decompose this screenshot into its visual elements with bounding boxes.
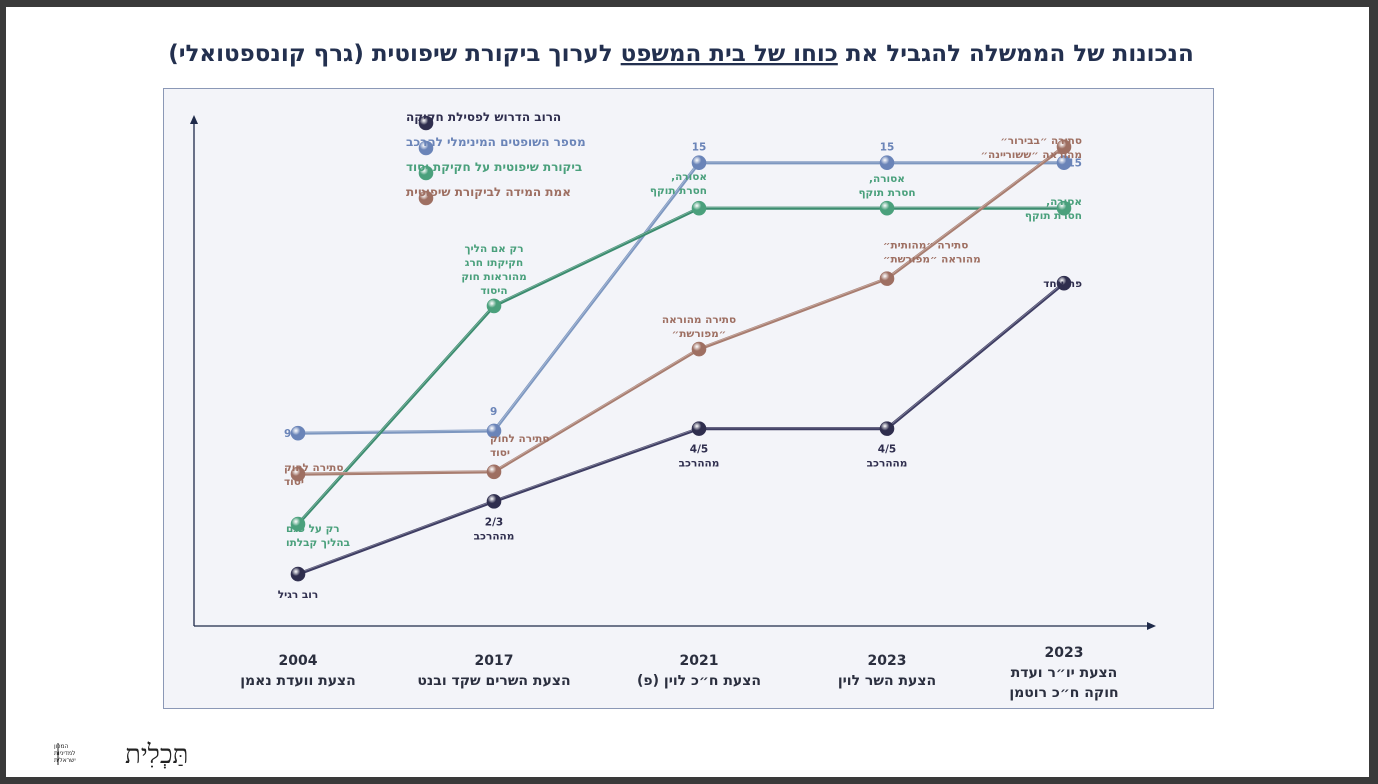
slide: הנכונות של הממשלה להגביל את כוחו של בית …	[6, 7, 1369, 777]
chart-title-part: כוחו של בית המשפט	[621, 41, 838, 67]
data-label-majority: מההרכב	[867, 458, 908, 470]
x-tick-year: 2023	[1045, 645, 1084, 661]
data-label-basic: מהוראות חוק	[461, 271, 526, 283]
data-label-standard: סתירה ״בבירור״	[1000, 135, 1082, 147]
data-label-majority: רוב רגיל	[278, 589, 318, 601]
data-label-judges: 9	[490, 406, 497, 418]
data-label-standard: סתירה מהוראה	[662, 314, 736, 326]
data-label-majority: 4/5	[878, 444, 896, 456]
x-tick-label: הצעת ח״כ לוין (פ)	[637, 673, 761, 689]
data-point-majority	[1056, 275, 1072, 291]
logo-subtext: למדיניות	[54, 750, 75, 757]
data-label-standard: יסוד	[284, 476, 304, 488]
data-point-standard	[879, 271, 895, 286]
data-point-judges	[1056, 155, 1072, 171]
data-label-standard: יסוד	[490, 447, 510, 459]
data-label-standard: מהוראה ״ששורײנה״	[981, 149, 1082, 161]
data-label-basic: רק על פגם	[286, 523, 340, 535]
data-label-judges: 15	[1067, 158, 1082, 170]
data-point-basic	[691, 200, 707, 216]
x-tick-label: הצעת וועדת נאמן	[240, 673, 356, 689]
data-label-basic: בהליך קבלתו	[286, 537, 350, 549]
data-label-basic: היסוד	[480, 285, 507, 297]
data-label-majority: פה אחד	[1043, 278, 1082, 290]
data-point-basic	[486, 298, 502, 314]
y-axis-arrow	[190, 115, 198, 124]
legend-marker	[418, 165, 434, 181]
data-label-judges: 15	[692, 142, 707, 154]
logo-subtext: ישראלית	[54, 757, 76, 764]
legend-entry: הרוב הדרוש לפסילת חקיקה	[406, 110, 561, 124]
x-tick-label: הצעת השר לוין	[838, 673, 936, 689]
data-label-basic: חסרת תוקף	[650, 185, 707, 197]
data-label-majority: מההרכב	[474, 530, 515, 542]
chart-title-part: לערוך ביקורת שיפוטית (גרף קונספטואלי)	[168, 41, 620, 67]
x-tick-year: 2023	[868, 653, 907, 669]
data-point-judges	[691, 155, 707, 171]
data-label-majority: 4/5	[690, 444, 708, 456]
data-label-majority: מההרכב	[679, 458, 720, 470]
data-point-judges	[486, 423, 502, 439]
x-tick-year: 2021	[680, 653, 719, 669]
data-label-standard: סתירה ״מהותית״	[883, 240, 968, 252]
chart: הנכונות של הממשלה להגביל את כוחו של בית …	[54, 41, 1214, 770]
data-label-standard: סתירה לחוק	[284, 462, 344, 474]
data-label-basic: אסורה,	[671, 171, 707, 183]
data-point-majority	[290, 566, 306, 582]
data-label-basic: אסורה,	[869, 173, 905, 185]
legend-entry: אמת המידה לביקורת שיפוטית	[406, 185, 571, 199]
x-tick-year: 2004	[279, 653, 318, 669]
data-point-judges	[879, 155, 895, 171]
data-point-standard	[290, 466, 306, 482]
data-label-basic: רק אם הליך	[464, 243, 523, 255]
data-label-basic: אסורה,	[1046, 196, 1082, 208]
data-label-standard: ״מפורשת״	[672, 328, 726, 340]
data-point-basic	[1056, 200, 1072, 216]
legend-entry: מספר השופטים המינימלי להרכב	[406, 135, 586, 149]
data-point-judges	[290, 425, 306, 441]
x-axis-arrow	[1147, 622, 1156, 630]
data-point-majority	[879, 421, 895, 436]
data-point-standard	[486, 464, 502, 480]
legend-entry: ביקורת שיפוטית על חקיקת יסוד	[406, 160, 582, 174]
logo-text: תַּכְלִית	[125, 740, 188, 770]
data-label-basic: חסרת תוקף	[858, 187, 915, 199]
data-label-standard: סתירה לחוק	[490, 433, 550, 445]
chart-title-part: הנכונות של הממשלה להגביל את	[838, 41, 1194, 67]
plot-frame	[163, 88, 1214, 709]
data-point-majority	[691, 421, 707, 436]
legend-marker	[418, 115, 434, 131]
data-point-basic	[879, 200, 895, 216]
data-point-basic	[290, 516, 306, 532]
x-tick-label: הצעת השרים שקד ובנט	[417, 673, 570, 689]
x-tick-label: הצעת יו״ר ועדת	[1011, 665, 1118, 681]
legend-marker	[418, 140, 434, 156]
data-label-basic: חסרת תוקף	[1025, 210, 1082, 222]
chart-title: הנכונות של הממשלה להגביל את כוחו של בית …	[168, 41, 1194, 67]
logo-subtext: המכון	[54, 743, 69, 750]
data-label-standard: מהוראה ״מפורשת״	[883, 254, 981, 266]
data-label-judges: 9	[284, 428, 291, 440]
x-tick-year: 2017	[475, 653, 514, 669]
data-label-judges: 15	[880, 142, 895, 154]
data-point-majority	[486, 494, 502, 509]
legend-marker	[418, 190, 434, 206]
data-label-majority: 2/3	[485, 516, 503, 528]
data-label-basic: חקיקתו חרג	[465, 257, 523, 269]
x-tick-label: חוקה ח״כ רוטמן	[1009, 685, 1118, 701]
data-point-standard	[691, 341, 707, 357]
data-point-standard	[1056, 139, 1072, 155]
